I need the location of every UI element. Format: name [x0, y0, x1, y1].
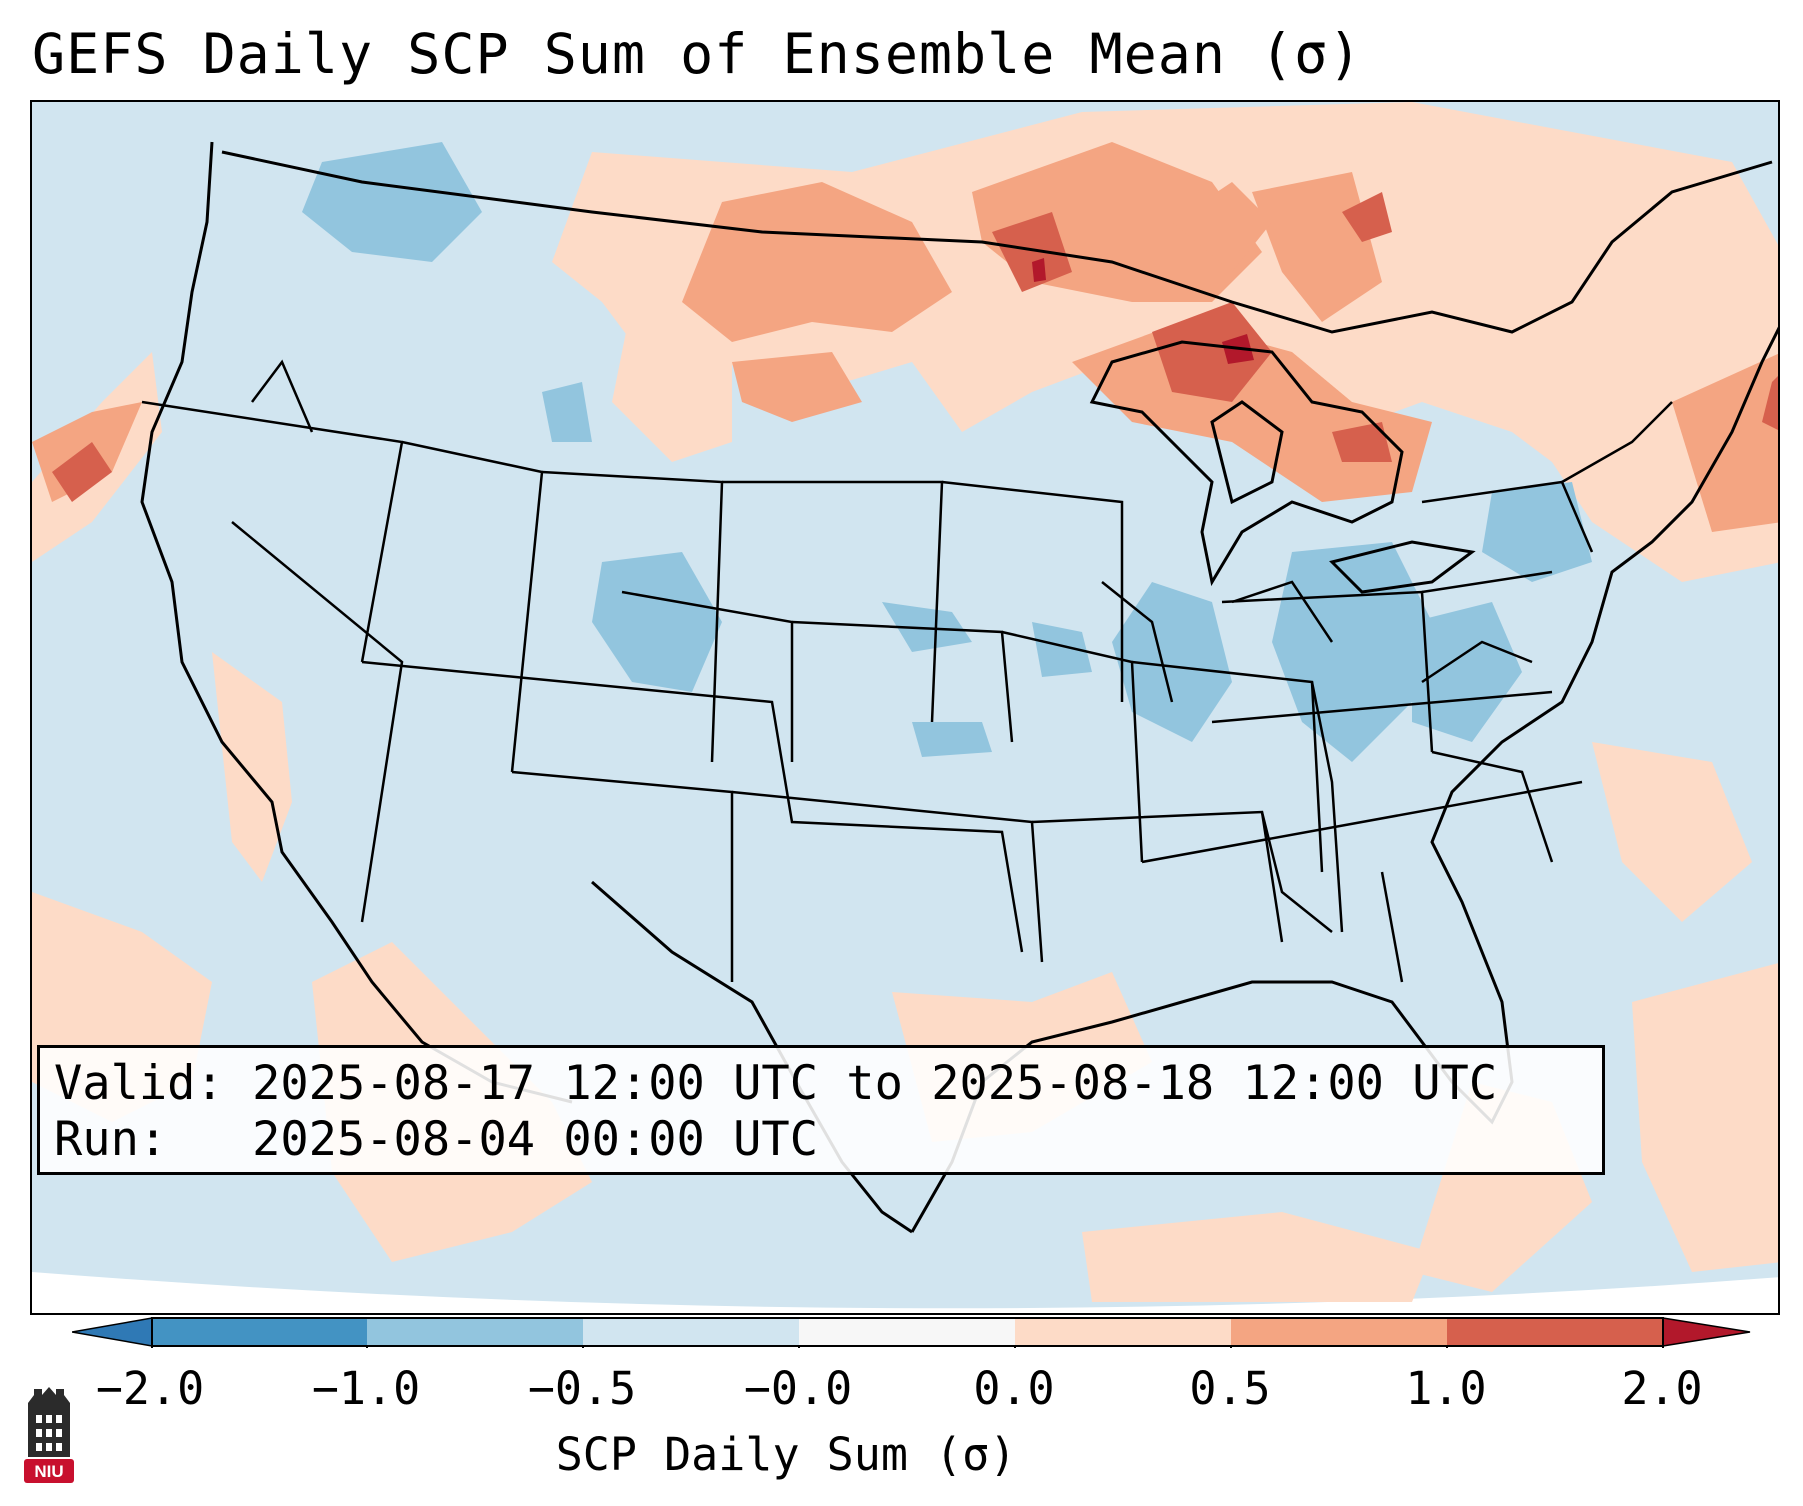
- colorbar-bin-05-1: [1231, 1318, 1447, 1346]
- colorbar: [72, 1317, 1751, 1348]
- run-value: 2025-08-04 00:00 UTC: [252, 1112, 819, 1167]
- colorbar-tick: −2.0: [95, 1362, 205, 1415]
- anomaly-dark-red: [52, 192, 1778, 502]
- run-label: Run:: [54, 1112, 168, 1167]
- colorbar-bin-1-2: [1447, 1318, 1663, 1346]
- valid-value: 2025-08-17 12:00 UTC to 2025-08-18 12:00…: [252, 1056, 1498, 1111]
- colorbar-bin-neg0-0: [799, 1318, 1015, 1346]
- state-lines: [141, 359, 1673, 983]
- colorbar-tick: −1.0: [311, 1362, 421, 1415]
- colorbar-extend-low: [72, 1317, 153, 1347]
- colorbar-tick: −0.0: [743, 1362, 853, 1415]
- colorbar-bin-neg2-neg1: [152, 1318, 367, 1346]
- colorbar-tick: −0.5: [527, 1362, 637, 1415]
- colorbar-label: SCP Daily Sum (σ): [555, 1428, 1017, 1481]
- valid-label: Valid:: [54, 1056, 224, 1111]
- colorbar-tick: 0.5: [1189, 1362, 1271, 1415]
- svg-text:NIU: NIU: [34, 1462, 63, 1481]
- colorbar-bin-0-05: [1015, 1318, 1231, 1346]
- colorbar-extend-high: [1662, 1317, 1751, 1347]
- colorbar-bin-neg1-neg05: [367, 1318, 583, 1346]
- colorbar-tick: 0.0: [973, 1362, 1055, 1415]
- colorbar-tick: 1.0: [1405, 1362, 1487, 1415]
- valid-run-info-box: Valid: 2025-08-17 12:00 UTC to 2025-08-1…: [37, 1045, 1605, 1175]
- chart-title: GEFS Daily SCP Sum of Ensemble Mean (σ): [32, 22, 1363, 86]
- colorbar-tick: 2.0: [1621, 1362, 1703, 1415]
- colorbar-bin-neg05-neg0: [583, 1318, 799, 1346]
- niu-logo-icon: NIU: [24, 1387, 74, 1483]
